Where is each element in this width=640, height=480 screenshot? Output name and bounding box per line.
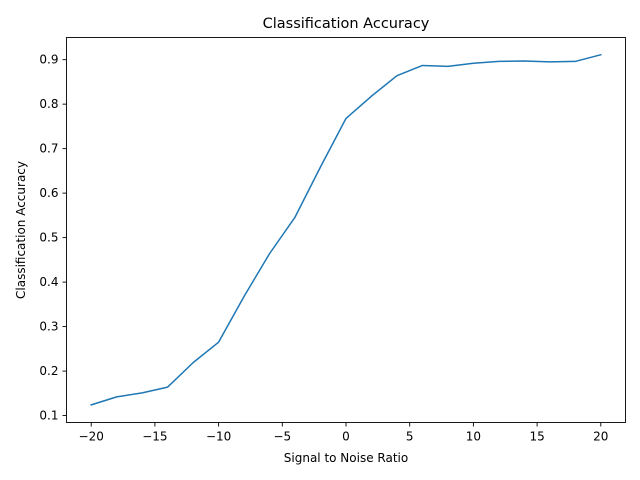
x-tick-label: 15 [529, 430, 544, 444]
x-tick-label: −10 [206, 430, 231, 444]
y-tick-label: 0.7 [39, 142, 58, 156]
x-tick-label: 20 [593, 430, 608, 444]
plot-area [90, 53, 602, 406]
plot-frame [66, 37, 626, 423]
accuracy-series-line [90, 53, 602, 406]
chart-title: Classification Accuracy [263, 16, 430, 32]
x-tick-label: 0 [342, 430, 350, 444]
x-tick-label: −5 [273, 430, 291, 444]
x-tick-label: −20 [79, 430, 104, 444]
y-axis-label: Classification Accuracy [14, 161, 28, 299]
y-axis-ticks: 0.1 0.2 0.3 0.4 0.5 0.6 0.7 0.8 0.9 [39, 53, 67, 423]
x-axis-label: Signal to Noise Ratio [284, 451, 408, 465]
y-tick-label: 0.9 [39, 53, 58, 67]
y-tick-label: 0.3 [39, 320, 58, 334]
y-tick-label: 0.4 [39, 275, 58, 289]
x-tick-label: 5 [406, 430, 414, 444]
x-tick-label: 10 [466, 430, 481, 444]
x-tick-label: −15 [142, 430, 167, 444]
y-tick-label: 0.2 [39, 364, 58, 378]
y-tick-label: 0.5 [39, 231, 58, 245]
x-axis-ticks: −20 −15 −10 −5 0 5 10 15 20 [79, 422, 608, 444]
y-tick-label: 0.8 [39, 97, 58, 111]
y-tick-label: 0.1 [39, 409, 58, 423]
y-tick-label: 0.6 [39, 186, 58, 200]
